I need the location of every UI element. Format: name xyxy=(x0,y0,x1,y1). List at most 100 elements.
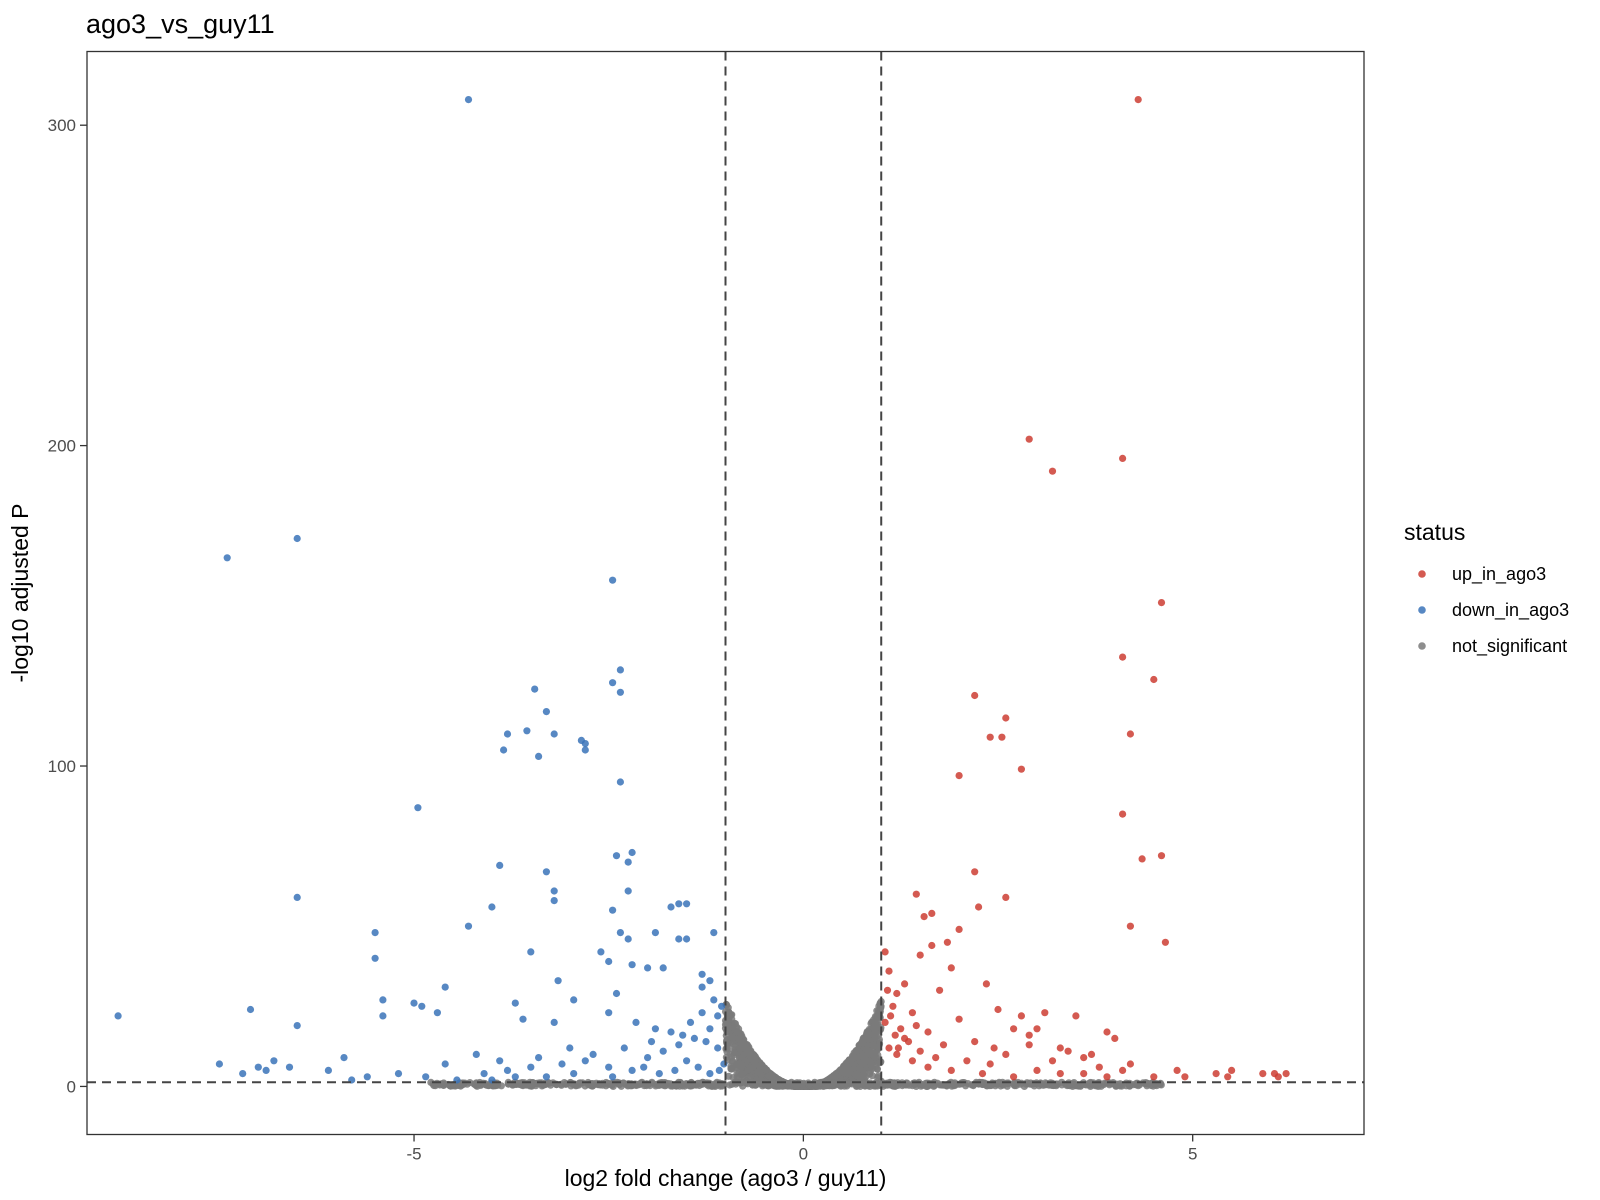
point-down-in-ago3 xyxy=(612,852,621,860)
point-up-in-ago3 xyxy=(982,980,991,988)
point-down-in-ago3 xyxy=(675,1041,683,1049)
point-up-in-ago3 xyxy=(1126,1060,1134,1068)
y-tick-label: 200 xyxy=(48,437,76,456)
x-axis-title: log2 fold change (ago3 / guy11) xyxy=(565,1165,887,1191)
point-down-in-ago3 xyxy=(262,1066,270,1074)
point-not-significant xyxy=(733,1028,742,1036)
point-down-in-ago3 xyxy=(609,906,617,914)
point-down-in-ago3 xyxy=(527,1063,535,1071)
point-down-in-ago3 xyxy=(511,999,519,1007)
y-tick-label: 100 xyxy=(48,757,76,776)
point-up-in-ago3 xyxy=(1002,714,1010,722)
point-up-in-ago3 xyxy=(1134,96,1142,104)
point-up-in-ago3 xyxy=(1157,852,1166,860)
point-up-in-ago3 xyxy=(1010,1073,1018,1081)
point-up-in-ago3 xyxy=(1274,1073,1282,1081)
point-not-significant xyxy=(856,1082,864,1090)
point-up-in-ago3 xyxy=(920,913,928,921)
point-up-in-ago3 xyxy=(1150,675,1158,684)
point-not-significant xyxy=(1134,1082,1142,1090)
point-down-in-ago3 xyxy=(597,948,605,956)
point-up-in-ago3 xyxy=(1017,765,1025,773)
point-not-significant xyxy=(842,1061,850,1069)
point-not-significant xyxy=(736,1045,744,1053)
point-up-in-ago3 xyxy=(1041,1009,1049,1017)
point-not-significant xyxy=(829,1079,838,1087)
x-axis: -5 0 5 xyxy=(406,1134,1197,1164)
point-up-in-ago3 xyxy=(901,980,909,988)
point-down-in-ago3 xyxy=(503,730,512,738)
chart-title: ago3_vs_guy11 xyxy=(86,9,275,39)
point-up-in-ago3 xyxy=(928,909,936,918)
point-up-in-ago3 xyxy=(994,1005,1002,1014)
point-down-in-ago3 xyxy=(414,804,422,812)
point-down-in-ago3 xyxy=(270,1057,278,1065)
point-not-significant xyxy=(871,1026,879,1034)
point-not-significant xyxy=(681,1082,689,1090)
point-not-significant xyxy=(726,1081,734,1089)
point-down-in-ago3 xyxy=(500,746,508,754)
point-up-in-ago3 xyxy=(881,948,889,956)
point-down-in-ago3 xyxy=(394,1070,403,1078)
point-up-in-ago3 xyxy=(894,1044,903,1052)
point-down-in-ago3 xyxy=(667,903,675,911)
point-down-in-ago3 xyxy=(480,1070,488,1078)
point-not-significant xyxy=(1048,1081,1056,1089)
point-up-in-ago3 xyxy=(1056,1070,1064,1078)
point-down-in-ago3 xyxy=(581,740,589,748)
point-down-in-ago3 xyxy=(472,1050,480,1058)
point-down-in-ago3 xyxy=(605,1063,613,1071)
legend-label-not-significant: not_significant xyxy=(1452,636,1567,657)
point-down-in-ago3 xyxy=(550,897,558,905)
point-down-in-ago3 xyxy=(698,983,706,991)
legend-title: status xyxy=(1404,519,1465,545)
plot-panel-border xyxy=(86,50,1365,1136)
point-not-significant xyxy=(858,1059,866,1067)
point-up-in-ago3 xyxy=(975,903,983,911)
point-down-in-ago3 xyxy=(570,996,578,1004)
point-down-in-ago3 xyxy=(503,1066,512,1074)
y-axis: 0 100 200 300 xyxy=(48,116,87,1096)
point-down-in-ago3 xyxy=(542,708,551,716)
point-up-in-ago3 xyxy=(1150,1073,1158,1081)
point-up-in-ago3 xyxy=(924,1028,932,1036)
point-down-in-ago3 xyxy=(464,922,473,930)
point-down-in-ago3 xyxy=(698,970,706,978)
point-up-in-ago3 xyxy=(1033,1025,1041,1033)
point-down-in-ago3 xyxy=(285,1063,294,1071)
point-up-in-ago3 xyxy=(1056,1044,1064,1052)
point-up-in-ago3 xyxy=(1048,1057,1057,1065)
point-not-significant xyxy=(430,1081,438,1090)
point-down-in-ago3 xyxy=(418,1002,426,1010)
point-down-in-ago3 xyxy=(710,996,718,1004)
point-down-in-ago3 xyxy=(679,1031,687,1039)
point-up-in-ago3 xyxy=(916,951,924,959)
point-down-in-ago3 xyxy=(550,1018,558,1026)
point-up-in-ago3 xyxy=(955,925,963,934)
point-down-in-ago3 xyxy=(293,893,301,902)
point-up-in-ago3 xyxy=(936,986,944,994)
point-not-significant xyxy=(1126,1082,1134,1090)
point-up-in-ago3 xyxy=(1161,938,1169,946)
point-not-significant xyxy=(832,1072,840,1080)
point-down-in-ago3 xyxy=(566,1044,574,1052)
point-up-in-ago3 xyxy=(1002,1050,1010,1058)
point-down-in-ago3 xyxy=(686,1018,695,1026)
x-tick-label: -5 xyxy=(406,1145,421,1164)
point-up-in-ago3 xyxy=(1111,1034,1119,1042)
point-down-in-ago3 xyxy=(215,1060,223,1068)
point-down-in-ago3 xyxy=(710,929,718,937)
point-down-in-ago3 xyxy=(616,778,625,786)
point-up-in-ago3 xyxy=(887,1012,895,1020)
point-not-significant xyxy=(823,1081,831,1089)
point-not-significant xyxy=(889,1082,897,1090)
threshold-lines xyxy=(87,51,1364,1135)
point-up-in-ago3 xyxy=(1064,1047,1072,1055)
point-down-in-ago3 xyxy=(589,1050,597,1058)
point-up-in-ago3 xyxy=(1119,1066,1127,1074)
point-down-in-ago3 xyxy=(644,964,652,972)
point-up-in-ago3 xyxy=(889,1002,897,1010)
point-up-in-ago3 xyxy=(1025,435,1033,443)
point-up-in-ago3 xyxy=(1212,1070,1220,1078)
point-down-in-ago3 xyxy=(223,554,231,562)
